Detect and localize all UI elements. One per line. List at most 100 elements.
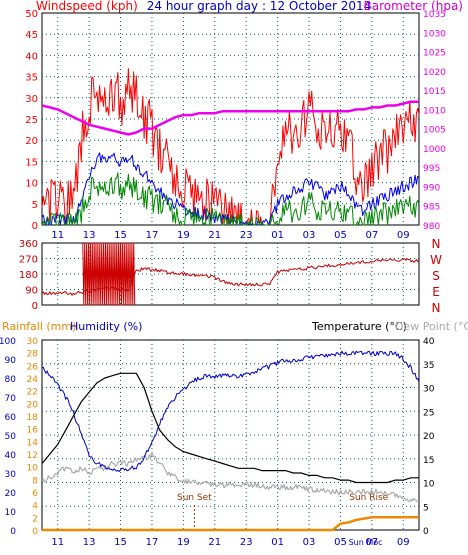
rain-tick-label: 24	[27, 375, 39, 385]
baro-tick-label: 990	[423, 183, 440, 193]
x-tick-label: 19	[177, 230, 190, 241]
temperature-tick-label: 35	[423, 361, 434, 371]
series-barometer	[41, 100, 419, 136]
x-tick-label: 05	[334, 537, 347, 548]
x-tick-label: 01	[271, 230, 284, 241]
rain-tick-label: 26	[27, 362, 39, 372]
x-tick-label: 21	[208, 537, 221, 548]
wind-tick-label: 30	[25, 94, 38, 105]
x-tick-label: 07	[366, 537, 379, 548]
humidity-y-ticks: 0 10 20 30 40 50 60 70 80 90 100	[0, 337, 16, 537]
x-tick-label: 11	[51, 537, 64, 548]
sun-moon-label: Sun Moc	[349, 538, 383, 547]
wind-tick-label: 5	[32, 200, 38, 211]
baro-y-ticks: 980 985 990 995 1000 1005 1010 1015 1020 1025 1030…	[423, 10, 446, 232]
rain-tick-label: 2	[32, 514, 38, 524]
rain-tick-label: 6	[32, 489, 38, 499]
rain-tick-label: 0	[32, 527, 38, 537]
wind-series	[41, 68, 420, 226]
wind-tick-label: 20	[25, 136, 38, 147]
baro-tick-label: 1000	[423, 145, 446, 155]
x-tick-label: 09	[397, 230, 410, 241]
compass-label: S	[432, 269, 440, 283]
sun-annotations: Sun Set Sun Rise Sun Moc	[177, 493, 389, 547]
rain-tick-label: 8	[32, 476, 38, 486]
x-tick-label: 21	[208, 230, 221, 241]
baro-tick-label: 1035	[423, 10, 446, 20]
compass-label: N	[432, 237, 441, 251]
wind-tick-label: 40	[25, 51, 38, 62]
humidity-tick-label: 80	[5, 375, 17, 385]
wind-tick-label: 35	[25, 73, 38, 84]
x-tick-label: 23	[240, 230, 253, 241]
direction-tick-label: 270	[19, 255, 38, 266]
wind-axis-label: Windspeed (kph)	[36, 0, 138, 13]
x-tick-label: 15	[114, 537, 127, 548]
wind-x-ticks: 11 13 15 17 19 21 23 01 03 05 07 09	[51, 230, 409, 241]
direction-grid	[42, 243, 419, 305]
baro-tick-label: 995	[423, 164, 440, 174]
temperature-tick-label: 25	[423, 408, 434, 418]
series-direction-variable	[82, 242, 136, 306]
direction-tick-label: 360	[19, 239, 38, 250]
temperature-tick-label: 10	[423, 480, 435, 490]
humidity-tick-label: 20	[5, 489, 17, 499]
direction-series	[41, 242, 420, 306]
humidity-tick-label: 40	[5, 451, 17, 461]
compass-label: W	[430, 253, 442, 267]
humidity-tick-label: 30	[5, 470, 17, 480]
baro-tick-label: 980	[423, 222, 440, 232]
sunrise-label: Sun Rise	[349, 493, 388, 503]
baro-tick-label: 1015	[423, 87, 446, 97]
rain-tick-label: 4	[32, 502, 38, 512]
wind-tick-label: 45	[25, 30, 38, 41]
direction-tick-label: 90	[25, 286, 38, 297]
temperature-tick-label: 40	[423, 337, 435, 347]
humidity-tick-label: 90	[5, 356, 17, 366]
baro-tick-label: 1025	[423, 49, 446, 59]
x-tick-label: 19	[177, 537, 190, 548]
wind-y-ticks: 0 5 10 15 20 25 30 35 40 45 50	[25, 9, 38, 232]
compass-label: E	[432, 285, 440, 299]
rain-tick-label: 12	[27, 451, 38, 461]
rain-tick-label: 16	[27, 426, 39, 436]
series-dew-point	[41, 451, 420, 503]
temperature-y-ticks: 0 5 10 15 20 25 30 35 40	[423, 337, 435, 537]
rain-tick-label: 10	[27, 464, 39, 474]
rain-tick-label: 28	[27, 350, 39, 360]
wind-tick-label: 50	[25, 9, 38, 20]
humidity-tick-label: 60	[5, 413, 17, 423]
series-rainfall	[42, 516, 419, 532]
wind-tick-label: 15	[25, 157, 38, 168]
baro-tick-label: 1020	[423, 68, 446, 78]
x-tick-label: 01	[271, 537, 284, 548]
rain-tick-label: 20	[27, 400, 39, 410]
baro-tick-label: 1030	[423, 29, 446, 39]
humidity-tick-label: 50	[5, 432, 17, 442]
series-temperature	[41, 372, 419, 484]
humidity-tick-label: 0	[10, 527, 16, 537]
x-tick-label: 17	[146, 230, 159, 241]
temperature-tick-label: 30	[423, 385, 435, 395]
x-tick-label: 13	[83, 230, 96, 241]
temperature-series	[41, 350, 420, 532]
series-humidity	[41, 350, 420, 472]
rain-axis-label: Rainfall (mm)	[2, 320, 76, 333]
rain-tick-label: 14	[27, 438, 39, 448]
rain-tick-label: 18	[27, 413, 39, 423]
x-tick-label: 23	[240, 537, 253, 548]
wind-tick-label: 0	[32, 221, 38, 232]
temperature-tick-label: 20	[423, 432, 435, 442]
x-tick-label: 09	[397, 537, 410, 548]
temperature-grid	[42, 340, 419, 530]
baro-tick-label: 1010	[423, 106, 446, 116]
humidity-tick-label: 10	[5, 508, 17, 518]
temperature-tick-label: 15	[423, 456, 434, 466]
x-tick-label: 03	[303, 230, 316, 241]
series-avgwind	[41, 152, 420, 226]
x-tick-label: 07	[366, 230, 379, 241]
temp-axis-label: Temperature (°C)	[311, 320, 407, 333]
chart-title: 24 hour graph day : 12 October 2014	[147, 0, 372, 13]
temperature-tick-label: 5	[423, 503, 429, 513]
